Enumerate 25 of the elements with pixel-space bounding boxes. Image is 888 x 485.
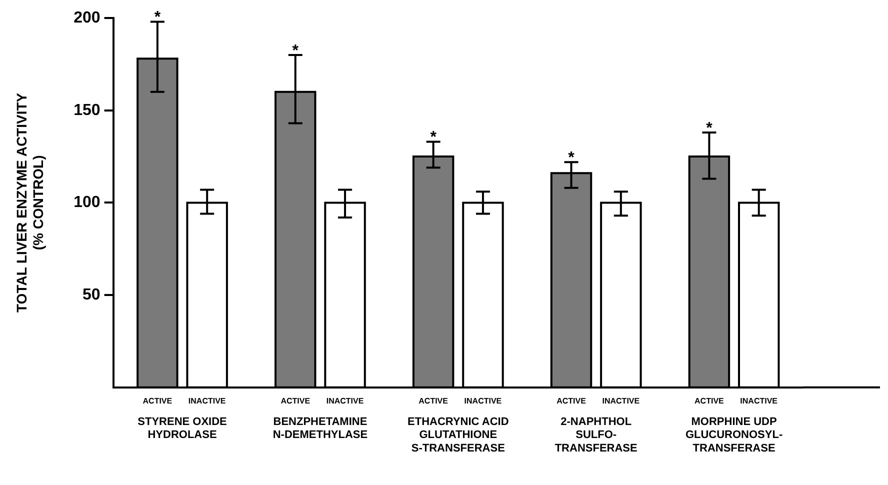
series-label: ACTIVE: [142, 396, 173, 406]
x-tick-label: ETHACRYNIC ACID GLUTATHIONE S-TRANSFERASE: [408, 416, 509, 454]
x-tick-label: MORPHINE UDP GLUCURONOSYL- TRANSFERASE: [685, 416, 783, 454]
y-tick-label: 150: [74, 102, 100, 119]
text: INACTIVE: [464, 396, 502, 406]
text: INACTIVE: [602, 396, 640, 406]
y-tick-label: 100: [74, 194, 100, 212]
y-tick-label: 50: [82, 286, 100, 304]
text: INACTIVE: [326, 396, 364, 406]
text: ACTIVE: [694, 396, 724, 406]
x-tick-label: 2-NAPHTHOL SULFO- TRANSFERASE: [554, 416, 638, 454]
data-label: *: [154, 9, 162, 26]
x-tick-label: STYRENE OXIDE HYDROLASE: [138, 416, 227, 442]
x-tick-label: BENZPHETAMINE N-DEMETHYLASE: [272, 416, 368, 442]
data-label: *: [292, 42, 300, 60]
data-label: *: [430, 129, 438, 146]
data-label: *: [568, 149, 576, 166]
text: INACTIVE: [740, 396, 778, 406]
text: ACTIVE: [556, 396, 586, 406]
data-label: *: [706, 120, 714, 137]
y-axis-title: TOTAL LIVER ENZYME ACTIVITY (% CONTROL): [13, 92, 46, 313]
text: ACTIVE: [418, 396, 448, 406]
text: ACTIVE: [280, 396, 310, 406]
y-tick-label: 200: [74, 9, 100, 26]
series-label: INACTIVE: [188, 396, 226, 406]
